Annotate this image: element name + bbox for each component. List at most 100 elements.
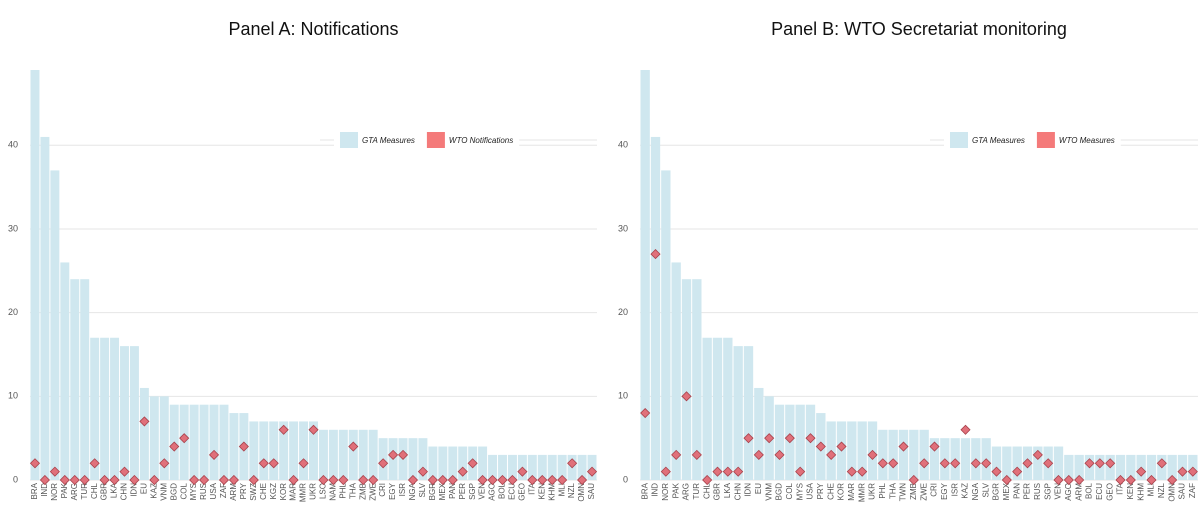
diamond-marker [1125,474,1136,486]
diamond-marker [586,466,598,477]
x-tick-label: CHN [733,483,742,501]
bar [723,337,733,480]
diamond-marker [1177,466,1188,477]
x-tick-label: ISR [950,483,959,497]
bar [557,454,567,480]
bar [309,421,318,480]
bar [110,337,120,480]
diamond-marker [169,441,180,452]
diamond-marker [199,474,210,486]
x-tick-label: IND [40,483,49,497]
x-tick-label: THA [348,482,357,499]
legend-swatch [1036,132,1055,148]
bar [847,421,857,480]
x-tick-label: TWN [899,483,908,501]
x-tick-label: PAN [1012,483,1021,499]
diamond-marker [1001,474,1012,486]
x-tick-label: LKA [110,482,119,498]
bar [702,337,712,480]
x-tick-label: MLI [1147,483,1156,496]
x-tick-label: ZAF [1188,483,1197,498]
x-tick-label: VNM [764,483,773,501]
x-tick-label: ITA [1116,482,1125,495]
x-tick-label: PRY [239,482,248,499]
x-tick-label: SGP [1043,483,1052,500]
x-tick-label: ZAF [219,483,228,498]
diamond-marker [567,458,578,469]
diamond-marker [288,474,299,486]
diamond-marker [877,458,888,469]
x-tick-label: KEN [1126,483,1135,500]
diamond-marker [218,474,230,486]
bar [640,70,650,480]
x-tick-label: ARG [70,483,79,500]
diamond-marker [888,458,899,469]
bar [888,429,898,480]
x-tick-label: MYS [795,483,804,500]
x-tick-label: CRI [930,483,939,497]
x-tick-label: EU [754,483,763,494]
diamond-marker [338,474,349,486]
bar [368,429,378,480]
bar [1033,446,1043,480]
x-tick-label: IDN [130,483,139,497]
bar [577,454,587,480]
bar [878,429,888,480]
bar [139,387,149,480]
bar [120,346,129,480]
diamond-marker [407,474,419,486]
diamond-marker [795,466,806,477]
bar [1074,454,1084,480]
diamond-marker [238,441,249,452]
legend-swatch [426,132,445,148]
panel: Panel A: Notifications 0 10 20 30 40 BRA IND NOR… [8,19,598,502]
bar [960,438,971,480]
x-tick-label: SGP [468,483,477,500]
x-tick-label: BRA [30,482,39,499]
x-tick-label: PHL [878,482,887,498]
x-tick-label: ZWE [919,483,928,501]
bar [428,446,438,480]
bar [358,429,368,480]
x-tick-label: NGA [971,482,980,500]
diamond-marker [397,449,409,460]
bar [60,262,70,480]
diamond-marker [368,474,379,486]
bar [219,404,229,480]
x-tick-label: BGD [169,483,178,501]
x-tick-label: ECU [508,483,517,500]
diamond-marker [846,466,857,477]
diamond-marker [981,458,992,469]
diamond-marker [691,449,702,460]
diamond-marker [1022,458,1033,469]
x-tick-label: PAK [60,482,69,498]
x-tick-label: KEN [537,483,546,500]
diamond-marker [507,474,518,486]
diamond-marker [836,441,847,452]
diamond-marker [939,458,950,469]
x-tick-label: NZL [567,482,576,498]
chart-title: Panel A: Notifications [228,19,398,39]
bar [919,429,929,480]
diamond-marker [960,424,971,435]
legend-label: GTA Measures [972,136,1025,145]
bar [712,337,723,480]
bar [650,136,661,480]
x-tick-label: PHL [338,482,347,498]
diamond-marker [1084,458,1095,469]
bar [199,404,209,480]
diamond-marker [49,466,60,477]
diamond-marker [417,466,428,477]
x-tick-label: NAM [329,483,338,501]
diamond-marker [805,433,816,444]
x-tick-label: UKR [309,483,318,500]
diamond-marker [733,466,744,477]
x-tick-label: TUR [80,483,89,500]
chart-title: Panel B: WTO Secretariat monitoring [771,19,1067,39]
bar [795,404,805,480]
x-tick-label: MYS [189,483,198,500]
y-tick-label: 0 [623,474,628,484]
diamond-marker [764,433,775,444]
bar [269,421,279,480]
